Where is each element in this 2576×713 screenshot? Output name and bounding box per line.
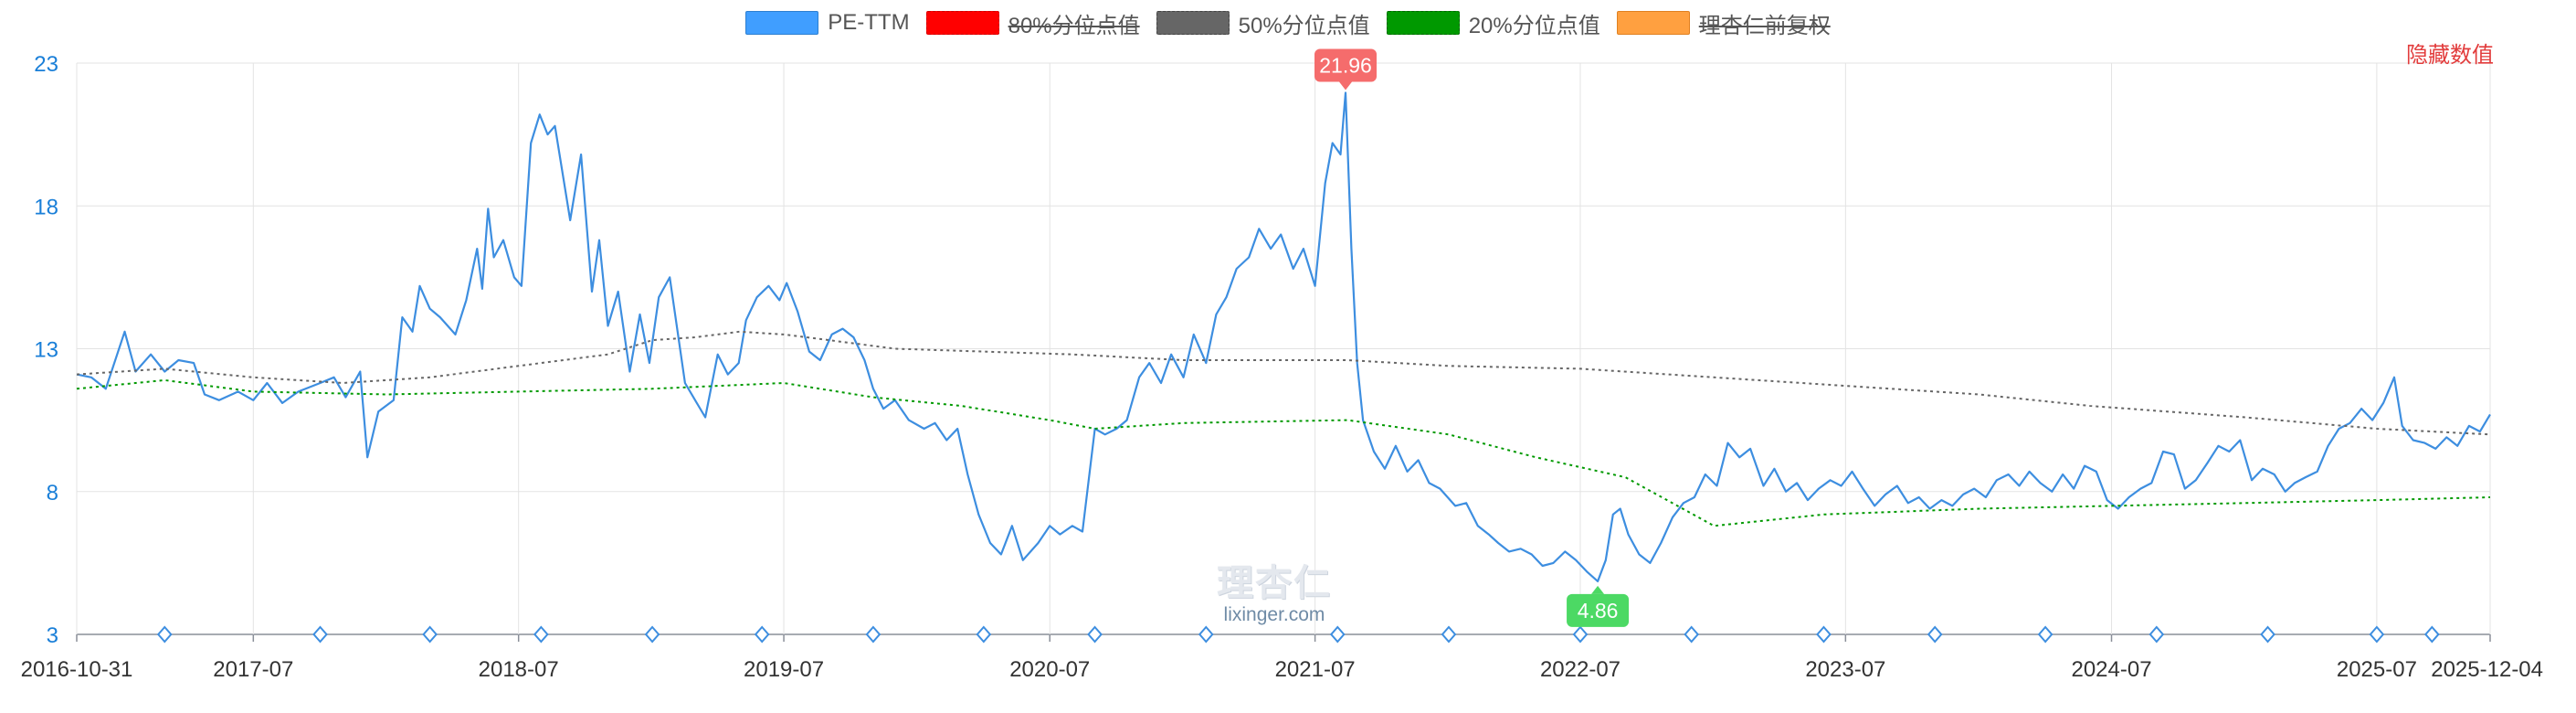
event-marker: [1816, 625, 1832, 644]
watermark: 理杏仁 lixinger.com: [1206, 553, 1343, 626]
x-tick-label: 2024-07: [2071, 657, 2151, 682]
x-tick-label: 2020-07: [1009, 657, 1090, 682]
label-pointer: [1339, 81, 1353, 90]
legend-item-forward-adjusted[interactable]: 理杏仁前复权: [1616, 7, 1831, 39]
y-tick-label: 18: [34, 195, 58, 219]
y-tick-label: 3: [47, 623, 58, 648]
legend-item-pe-ttm[interactable]: PE-TTM: [745, 10, 910, 36]
median-50pct-line: [76, 330, 2491, 436]
x-tick-label: 2022-07: [1540, 657, 1621, 682]
legend-label: 理杏仁前复权: [1698, 13, 1831, 38]
legend: PE-TTM 80%分位点值 50%分位点值 20%分位点值 理杏仁前复权: [0, 7, 2576, 38]
legend-swatch-80pct: [925, 11, 999, 35]
event-marker: [312, 625, 328, 644]
event-marker: [2424, 625, 2440, 644]
x-tick-label: 2017-07: [213, 657, 293, 682]
label-bubble: [1314, 48, 1378, 82]
event-marker: [2260, 625, 2275, 644]
x-tick-label: 2023-07: [1805, 657, 1885, 682]
label-text: 4.86: [1578, 599, 1619, 623]
event-marker: [156, 625, 173, 644]
event-marker: [644, 625, 660, 644]
watermark-url: lixinger.com: [1223, 604, 1325, 625]
x-tick-label: 2025-12-04: [2431, 657, 2543, 682]
event-marker: [533, 625, 549, 644]
min-value-label: 4.86: [1567, 585, 1630, 627]
legend-swatch-forward-adjusted: [1616, 11, 1690, 35]
y-tick-label: 23: [34, 52, 58, 77]
label-text: 21.96: [1319, 54, 1372, 78]
legend-item-80pct[interactable]: 80%分位点值: [925, 7, 1140, 39]
legend-item-20pct[interactable]: 20%分位点值: [1386, 7, 1600, 39]
hide-values-button[interactable]: 隐藏数值: [2406, 43, 2494, 68]
max-value-label: 21.96: [1314, 48, 1378, 90]
label-bubble: [1567, 593, 1630, 627]
event-marker: [1927, 625, 1943, 644]
event-marker: [1441, 625, 1457, 644]
x-tick-label: 2016-10-31: [21, 657, 133, 682]
event-marker: [1087, 625, 1103, 644]
legend-swatch-20pct: [1386, 11, 1460, 35]
event-marker: [2369, 625, 2385, 644]
label-pointer: [1591, 585, 1605, 594]
event-marker: [1572, 625, 1589, 644]
x-tick-label: 2019-07: [744, 657, 824, 682]
legend-label: 50%分位点值: [1238, 13, 1370, 38]
event-marker: [865, 625, 882, 644]
event-marker: [1329, 625, 1346, 644]
legend-swatch-pe-ttm: [745, 11, 819, 35]
y-tick-label: 8: [47, 481, 58, 505]
x-tick-label: 2021-07: [1275, 657, 1356, 682]
event-marker: [2148, 625, 2165, 644]
legend-label: 80%分位点值: [1008, 13, 1140, 38]
event-marker: [754, 625, 770, 644]
watermark-logo: 理杏仁: [1217, 561, 1332, 604]
legend-swatch-50pct: [1156, 11, 1230, 35]
legend-label: PE-TTM: [828, 10, 910, 35]
event-marker: [2037, 625, 2053, 644]
event-marker: [1198, 625, 1214, 644]
event-marker: [422, 625, 438, 644]
legend-item-50pct[interactable]: 50%分位点值: [1156, 7, 1370, 39]
x-tick-label: 2018-07: [479, 657, 559, 682]
percentile-20pct-line: [76, 378, 2491, 527]
event-marker: [1684, 625, 1700, 644]
legend-label: 20%分位点值: [1468, 13, 1600, 38]
x-tick-label: 2025-07: [2337, 657, 2417, 682]
pe-ttm-line: [76, 91, 2491, 583]
event-marker: [976, 625, 992, 644]
y-tick-label: 13: [34, 338, 58, 363]
